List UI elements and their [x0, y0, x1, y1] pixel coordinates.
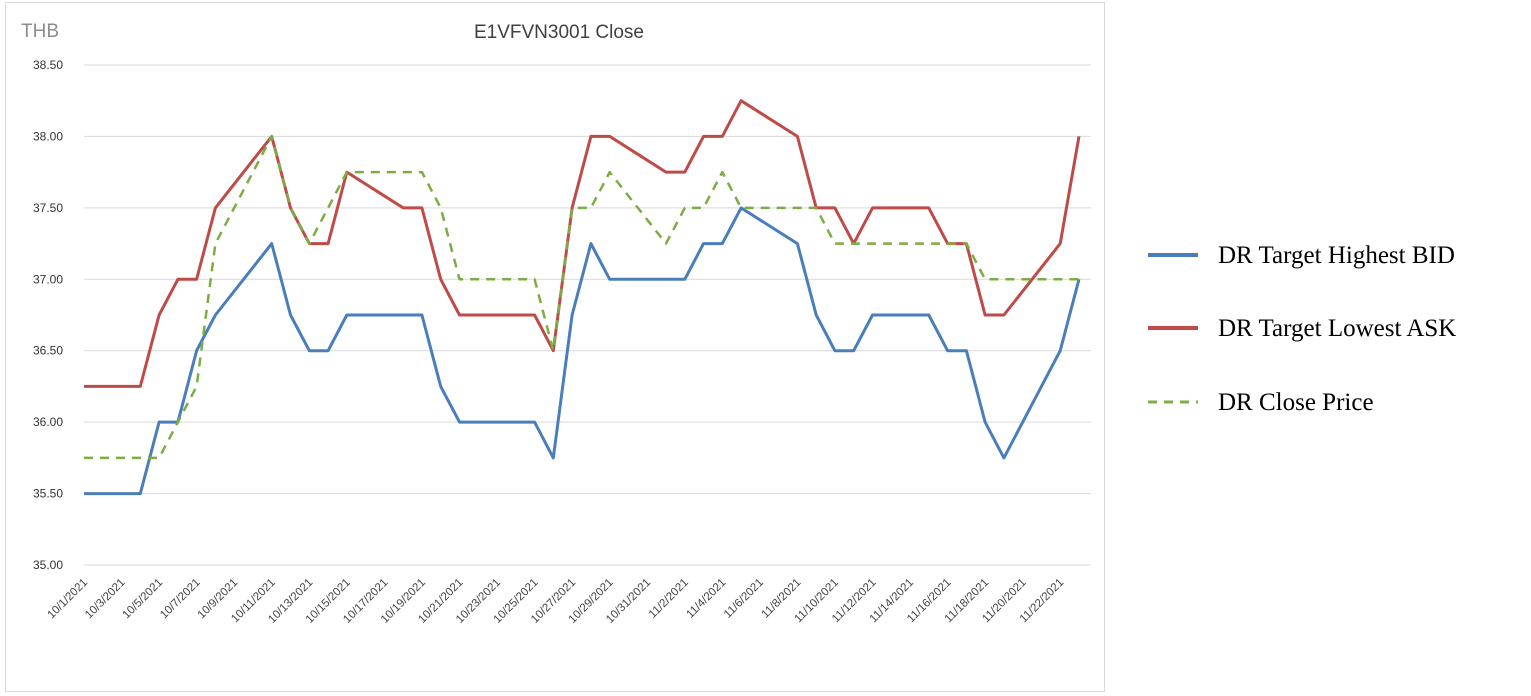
legend-label-lowest-ask: DR Target Lowest ASK	[1218, 315, 1456, 342]
legend: DR Target Highest BID DR Target Lowest A…	[1148, 242, 1456, 416]
y-tick-label: 35.50	[33, 487, 63, 501]
series-line-close-price	[84, 135, 1079, 460]
gridlines	[84, 64, 1091, 566]
series-lines	[84, 99, 1081, 496]
chart-title: E1VFVN3001 Close	[474, 22, 644, 43]
y-axis-unit-label: THB	[21, 21, 59, 42]
x-tick-label: 11/6/2021	[722, 577, 766, 621]
line-chart: THB E1VFVN3001 Close 35.00 35.50 36.00 36.5…	[21, 21, 1091, 626]
legend-label-highest-bid: DR Target Highest BID	[1218, 242, 1455, 269]
series-line-lowest-ask	[84, 99, 1081, 388]
legend-label-close-price: DR Close Price	[1218, 389, 1374, 416]
y-tick-label: 36.50	[33, 344, 63, 358]
y-tick-label: 37.00	[33, 272, 63, 286]
series-line-highest-bid	[84, 206, 1081, 496]
y-tick-label: 38.00	[33, 129, 63, 143]
x-axis-ticks: 10/1/202110/3/202110/5/202110/7/202110/9…	[45, 577, 1066, 626]
chart-frame: THB E1VFVN3001 Close 35.00 35.50 36.00 36.5…	[5, 2, 1105, 692]
y-tick-label: 36.00	[33, 415, 63, 429]
y-axis-ticks: 35.00 35.50 36.00 36.50 37.00 37.50 38.00 38.50	[33, 58, 63, 572]
y-tick-label: 35.00	[33, 558, 63, 572]
x-tick-label: 11/2/2021	[647, 577, 691, 621]
legend-item-highest-bid: DR Target Highest BID	[1148, 242, 1455, 269]
legend-item-lowest-ask: DR Target Lowest ASK	[1148, 315, 1456, 342]
y-tick-label: 38.50	[33, 58, 63, 72]
x-tick-label: 11/4/2021	[684, 577, 728, 621]
y-tick-label: 37.50	[33, 201, 63, 215]
legend-item-close-price: DR Close Price	[1148, 389, 1374, 416]
